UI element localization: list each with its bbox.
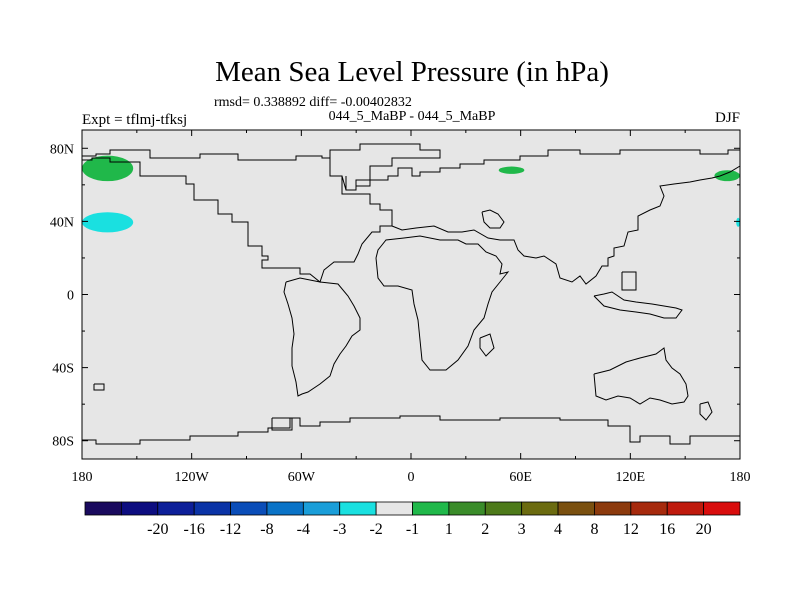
coastline-arabia (481, 209, 505, 229)
y-tick-label: 40S (52, 362, 74, 377)
x-tick-label: 180 (730, 470, 751, 485)
colorbar-label: -20 (147, 521, 168, 538)
chart-title: Mean Sea Level Pressure (in hPa) (215, 56, 609, 88)
colorbar-swatch (375, 501, 413, 516)
colorbar-label: 8 (590, 521, 598, 538)
y-tick-label: 80N (50, 142, 74, 157)
coastline-north-america (82, 149, 393, 283)
colorbar-swatch (266, 501, 304, 516)
coastline-falklands (93, 383, 105, 391)
y-axis: 80N 40N 0 40S 80S (50, 142, 740, 450)
x-tick-label: 60E (509, 470, 532, 485)
colorbar-swatch (302, 501, 341, 516)
cyan-anomaly-east-edge (736, 217, 740, 227)
colorbar-swatch (120, 501, 159, 516)
y-tick-label: 40N (50, 215, 74, 230)
colorbar-swatch (157, 501, 195, 516)
colorbar-swatch (484, 501, 523, 516)
colorbar-label: -2 (369, 521, 382, 538)
coastline-new-zealand (699, 401, 713, 421)
coastline-madagascar (479, 333, 495, 357)
colorbar-label: 1 (445, 521, 453, 538)
y-tick-label: 0 (67, 289, 74, 304)
colorbar-label: 12 (623, 521, 639, 538)
colorbar-swatch (521, 501, 559, 516)
colorbar-swatch (666, 501, 705, 516)
coastlines (82, 143, 741, 445)
colorbar-label: 20 (696, 521, 712, 538)
colorbar-swatch (230, 501, 268, 516)
colorbar-swatch (339, 501, 377, 516)
cyan-anomaly-north-pacific (82, 212, 134, 233)
colorbar-swatch (448, 501, 486, 516)
green-anomaly-siberia (498, 166, 525, 174)
y-tick-label: 80S (52, 435, 74, 450)
colorbar-swatch (594, 501, 632, 516)
colorbar-swatch (193, 501, 231, 516)
coastline-australia (593, 347, 689, 405)
stats-line: rmsd= 0.338892 diff= -0.00402832 (214, 95, 412, 110)
coastline-indonesia (593, 291, 683, 319)
coastline-japan (621, 271, 637, 291)
x-tick-label: 120W (175, 470, 210, 485)
colorbar: -20 -16 -12 -8 -4 -3 -2 -1 1 2 3 4 8 12 16 20 (84, 501, 741, 538)
x-tick-label: 0 (408, 470, 415, 485)
experiment-label: Expt = tflmj-tfksj (82, 112, 188, 128)
colorbar-label: 3 (518, 521, 526, 538)
coastline-eurasia (345, 149, 741, 285)
coastline-africa (375, 235, 510, 371)
colorbar-label: -16 (184, 521, 205, 538)
colorbar-label: -3 (333, 521, 346, 538)
green-anomaly-north-pacific (82, 155, 134, 182)
coastline-south-america (283, 277, 361, 397)
x-tick-label: 180 (72, 470, 93, 485)
season-label: DJF (714, 110, 740, 126)
x-tick-label: 60W (288, 470, 316, 485)
colorbar-swatch (557, 501, 595, 516)
coastline-antarctica (82, 415, 741, 445)
colorbar-label: 16 (659, 521, 675, 538)
colorbar-label: -1 (406, 521, 419, 538)
coastline-antarctic-peninsula (271, 417, 293, 431)
colorbar-swatch (703, 501, 741, 516)
green-anomaly-bering (714, 170, 740, 182)
colorbar-label: 4 (554, 521, 562, 538)
colorbar-label: 2 (481, 521, 489, 538)
x-axis: 180 120W 60W 0 60E 120E 180 (72, 130, 751, 485)
colorbar-swatch (412, 501, 450, 516)
chart-subtitle: 044_5_MaBP - 044_5_MaBP (328, 109, 496, 124)
anomaly-layer (82, 155, 740, 233)
coastline-greenland (329, 143, 441, 191)
colorbar-swatch (84, 501, 122, 516)
map-background (82, 130, 740, 459)
colorbar-label: -12 (220, 521, 241, 538)
colorbar-label: -8 (260, 521, 273, 538)
colorbar-label: -4 (297, 521, 310, 538)
colorbar-swatch (630, 501, 668, 516)
x-tick-label: 120E (616, 470, 646, 485)
